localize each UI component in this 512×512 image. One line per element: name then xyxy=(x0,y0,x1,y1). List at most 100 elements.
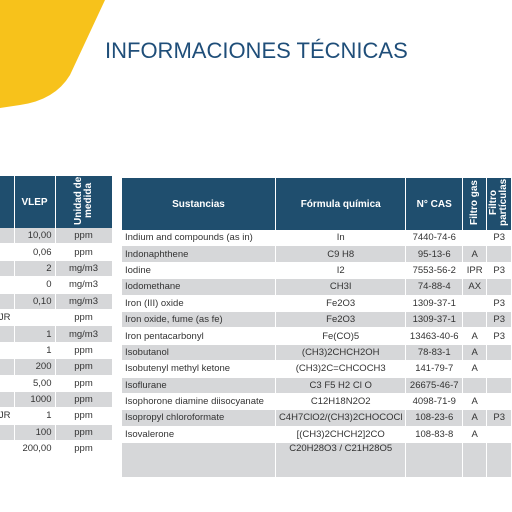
table-cell: 1 xyxy=(14,407,56,425)
table-cell: A xyxy=(462,327,488,345)
table-row: 1 mg/m3 xyxy=(0,325,113,343)
table-cell: Fe2O3 xyxy=(275,295,407,312)
header-text: Fórmula química xyxy=(300,198,381,210)
table-cell: Isopropyl chloroformate xyxy=(122,409,276,427)
table-cell: ppm xyxy=(55,309,113,327)
column-header: Sustancias xyxy=(122,178,276,230)
table-cell: Iron pentacarbonyl xyxy=(122,327,276,345)
table-cell xyxy=(486,344,512,362)
yellow-shape xyxy=(0,0,105,108)
table-cell: CH3I xyxy=(275,278,407,296)
table-cell xyxy=(405,442,463,479)
table-cell: ppm xyxy=(55,440,113,458)
table-cell: Fe(CO)5 xyxy=(275,327,407,345)
table-cell: (CH3)2C=CHCOCH3 xyxy=(275,360,407,378)
table-cell xyxy=(462,377,488,394)
page-title: INFORMACIONES TÉCNICAS xyxy=(105,38,408,63)
table-cell: 0 xyxy=(14,276,56,294)
table-cell xyxy=(0,375,15,392)
header-text: Unidad de medida xyxy=(72,176,94,225)
table-row: Iron (III) oxide Fe2O3 1309-37-1 P3 xyxy=(122,295,512,312)
table-cell: Isobutenyl methyl ketone xyxy=(122,360,276,378)
header-text: Filtro gas xyxy=(468,179,480,225)
table-cell: 108-83-8 xyxy=(405,426,463,444)
table-cell: ppm xyxy=(55,358,113,376)
table-cell: Indium and compounds (as in) xyxy=(122,230,276,247)
table-cell xyxy=(0,440,15,458)
table-cell: ppm xyxy=(55,243,113,261)
table-cell: mg/m3 xyxy=(55,325,113,343)
table-cell: P3 xyxy=(486,409,512,427)
column-header: Filtro partículas xyxy=(486,178,512,230)
table-row: 10,00 ppm xyxy=(0,228,113,245)
table-cell xyxy=(486,393,512,411)
table-row: 0 mg/m3 xyxy=(0,276,113,294)
table-cell: 1309-37-1 xyxy=(405,295,463,312)
table-cell: P3 xyxy=(486,295,512,312)
table-cell: JR xyxy=(0,407,15,425)
table-row: Iron oxide, fume (as fe) Fe2O3 1309-37-1 P3 xyxy=(122,311,512,329)
table-cell xyxy=(486,360,512,378)
table-cell xyxy=(0,276,15,294)
table-cell: In xyxy=(275,230,407,247)
header-text: VLEP xyxy=(21,196,48,208)
column-header: Unidad de medida xyxy=(55,176,113,228)
table-row: Indium and compounds (as in) In 7440-74-6 P… xyxy=(122,230,512,247)
table-cell: mg/m3 xyxy=(55,293,113,310)
table-row: Iron pentacarbonyl Fe(CO)5 13463-40-6 A P3 xyxy=(122,327,512,345)
table-cell: C12H18N2O2 xyxy=(275,393,407,411)
header-text: Sustancias xyxy=(172,198,225,210)
table-cell: 78-83-1 xyxy=(405,344,463,362)
table-cell: 1 xyxy=(14,325,56,343)
table-cell: 100 xyxy=(14,424,56,442)
table-cell: 108-23-6 xyxy=(405,409,463,427)
table-cell: 7440-74-6 xyxy=(405,230,463,247)
table-cell xyxy=(0,391,15,409)
column-header: N° CAS xyxy=(405,178,463,230)
table-row: 100 ppm xyxy=(0,424,113,442)
table-cell: I2 xyxy=(275,262,407,280)
table-cell xyxy=(462,295,488,312)
table-cell xyxy=(0,424,15,442)
table-row: 2 mg/m3 xyxy=(0,260,113,278)
table-cell xyxy=(0,325,15,343)
table-cell: [(CH3)2CHCH2]2CO xyxy=(275,426,407,444)
table-cell: 5,00 xyxy=(14,375,56,392)
table-cell: Isovalerone xyxy=(122,426,276,444)
table-cell: Indonaphthene xyxy=(122,245,276,263)
table-cell xyxy=(0,228,15,245)
table-cell: A xyxy=(462,409,488,427)
table-row: JR 1 ppm xyxy=(0,407,113,425)
table-cell: 1309-37-1 xyxy=(405,311,463,329)
table-cell: P3 xyxy=(486,327,512,345)
header-text: N° CAS xyxy=(416,198,452,210)
table-cell: A xyxy=(462,245,488,263)
table-cell xyxy=(486,245,512,263)
table-cell xyxy=(0,260,15,278)
table-cell xyxy=(462,230,488,247)
table-cell: IPR xyxy=(462,262,488,280)
table-cell xyxy=(486,377,512,394)
right-table: Sustancias Fórmula química N° CAS Filtro ga… xyxy=(122,178,512,479)
table-cell: ppm xyxy=(55,342,113,360)
table-row: Isoflurane C3 F5 H2 Cl O 26675-46-7 xyxy=(122,377,512,394)
table-cell: C4H7ClO2/(CH3)2CHOCOCl xyxy=(275,409,407,427)
table-cell: 141-79-7 xyxy=(405,360,463,378)
table-cell xyxy=(0,342,15,360)
table-cell: 0,06 xyxy=(14,243,56,261)
table-cell xyxy=(462,311,488,329)
table-row: Isophorone diamine diisocyanate C12H18N2O… xyxy=(122,393,512,411)
table-cell: mg/m3 xyxy=(55,276,113,294)
table-cell: 200 xyxy=(14,358,56,376)
table-row: 200 ppm xyxy=(0,358,113,376)
table-cell: AX xyxy=(462,278,488,296)
table-cell: Iron oxide, fume (as fe) xyxy=(122,311,276,329)
table-row: 0,06 ppm xyxy=(0,243,113,261)
table-cell: ppm xyxy=(55,228,113,245)
table-row: 5,00 ppm xyxy=(0,375,113,392)
table-cell xyxy=(14,309,56,327)
column-header: Filtro gas xyxy=(462,178,488,230)
